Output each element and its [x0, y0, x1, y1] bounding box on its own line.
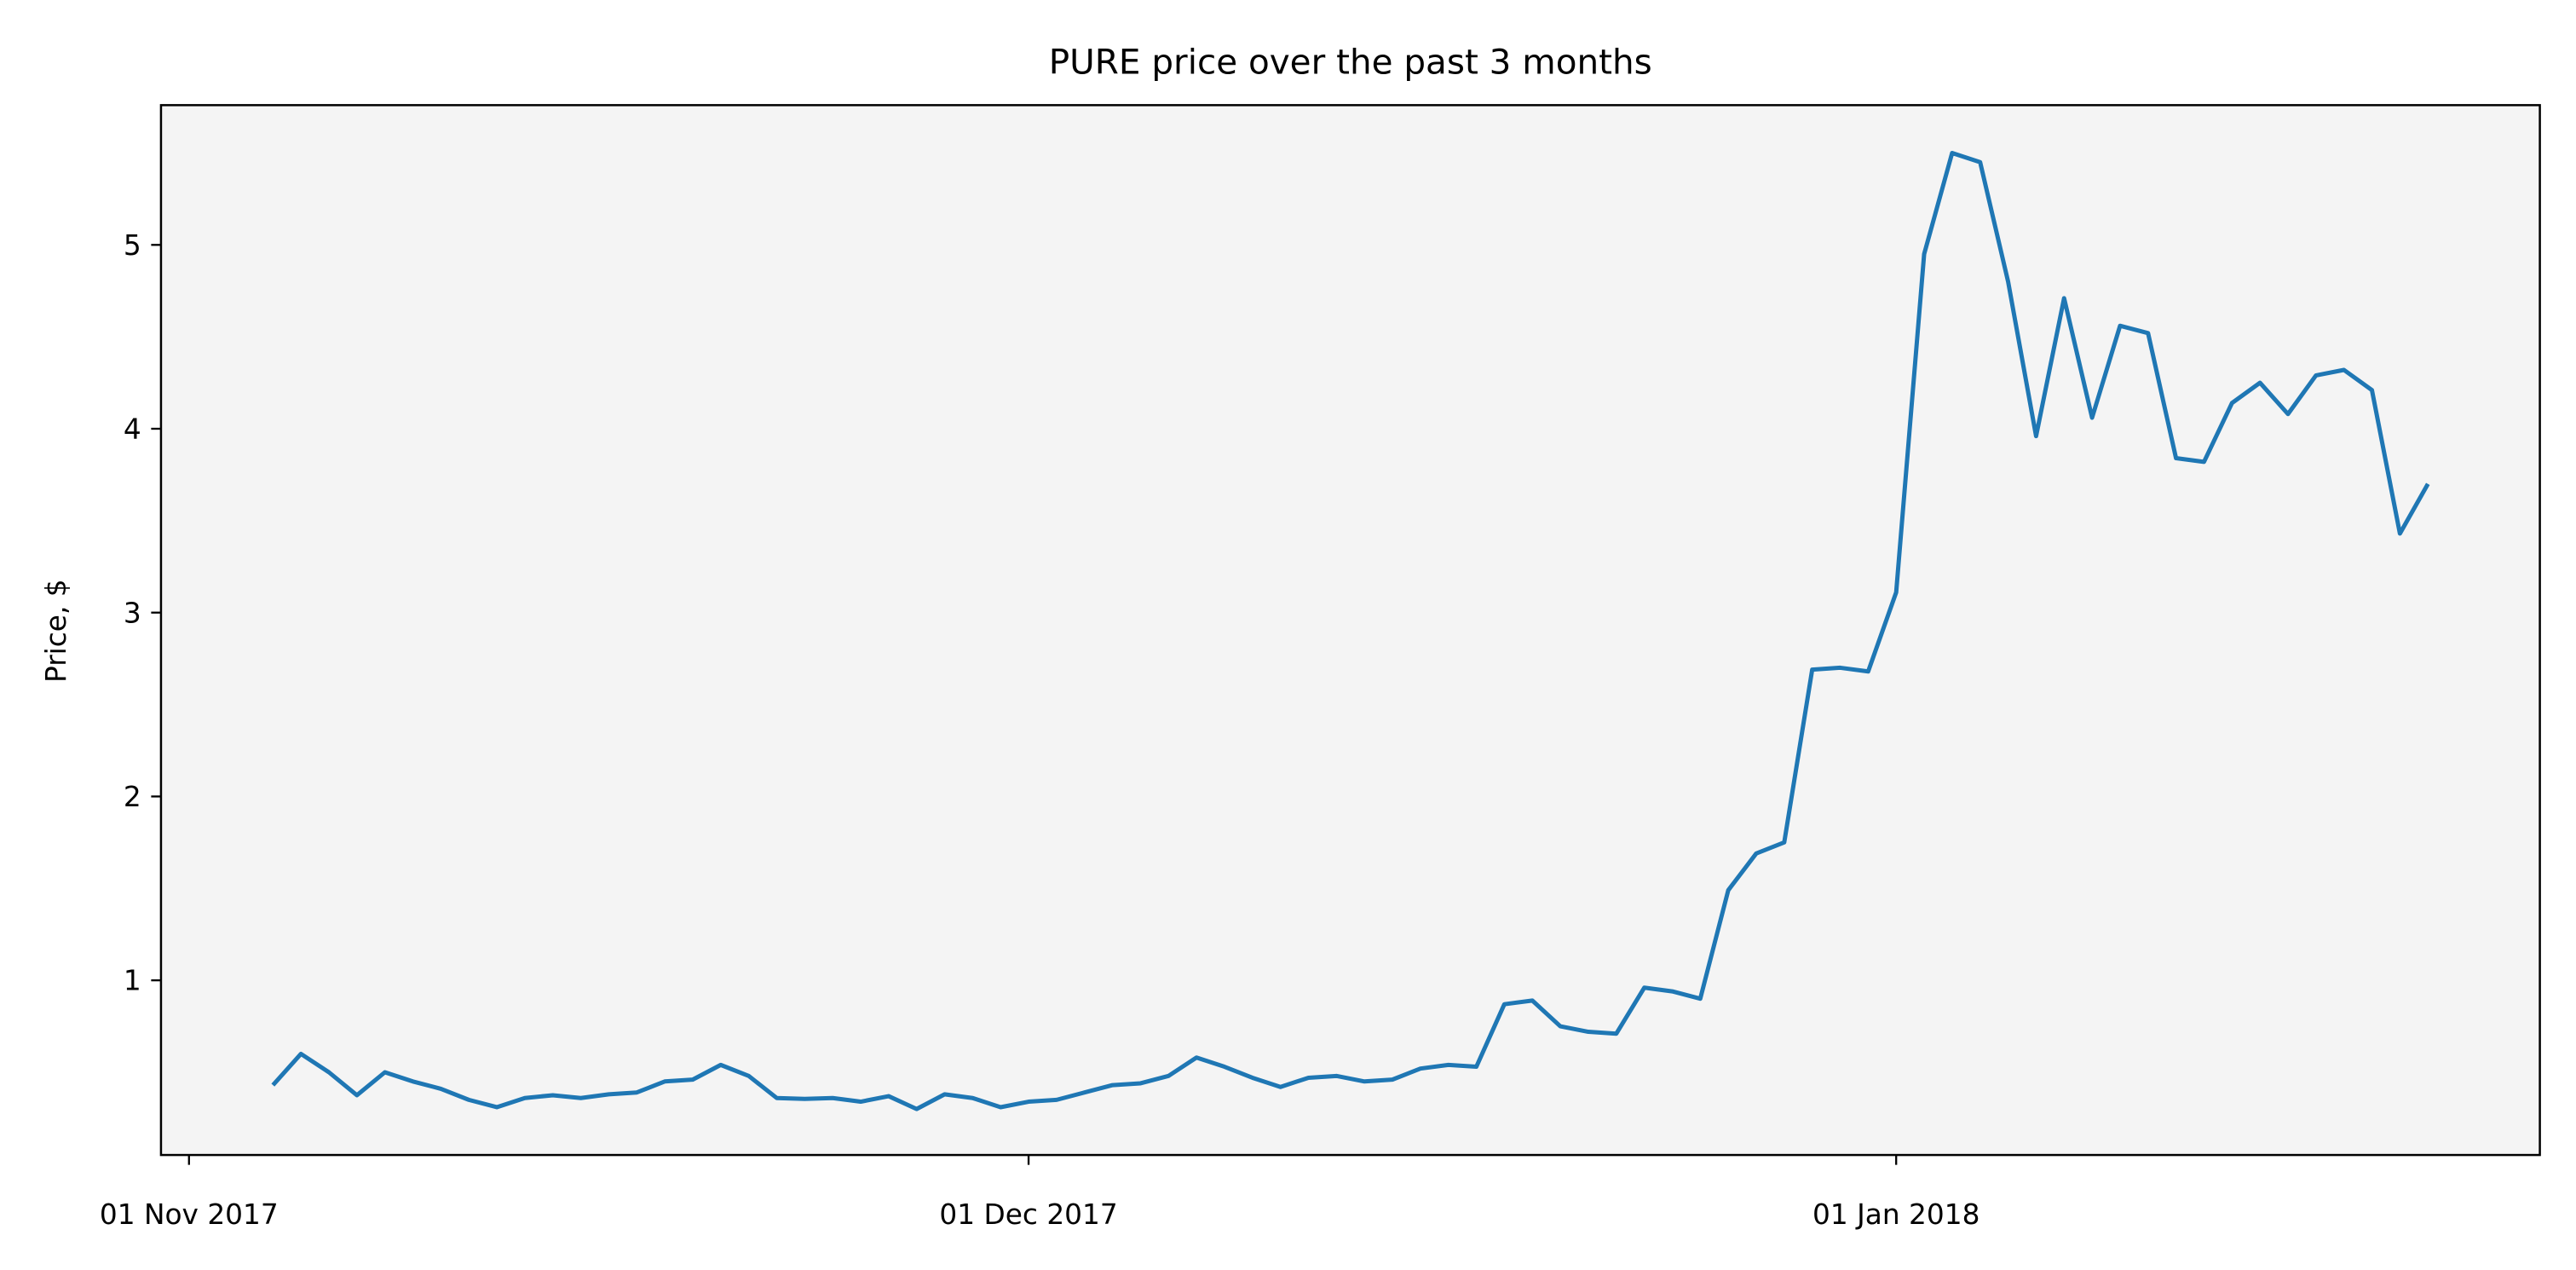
y-tick-label: 2 [124, 781, 141, 813]
x-tick-label: 01 Nov 2017 [100, 1198, 279, 1231]
y-tick-label: 3 [124, 597, 141, 629]
x-tick-label: 01 Dec 2017 [939, 1198, 1117, 1231]
price-line [271, 150, 2430, 1111]
plot-background [160, 105, 2540, 1156]
y-tick-label: 5 [124, 229, 141, 262]
x-tick-label: 01 Jan 2018 [1812, 1198, 1980, 1231]
y-axis-label: Price, $ [40, 579, 72, 683]
y-tick-label: 4 [124, 413, 141, 446]
plot-frame [159, 104, 2541, 1157]
chart-title: PURE price over the past 3 months [1049, 42, 1652, 83]
y-tick-label: 1 [124, 965, 141, 997]
